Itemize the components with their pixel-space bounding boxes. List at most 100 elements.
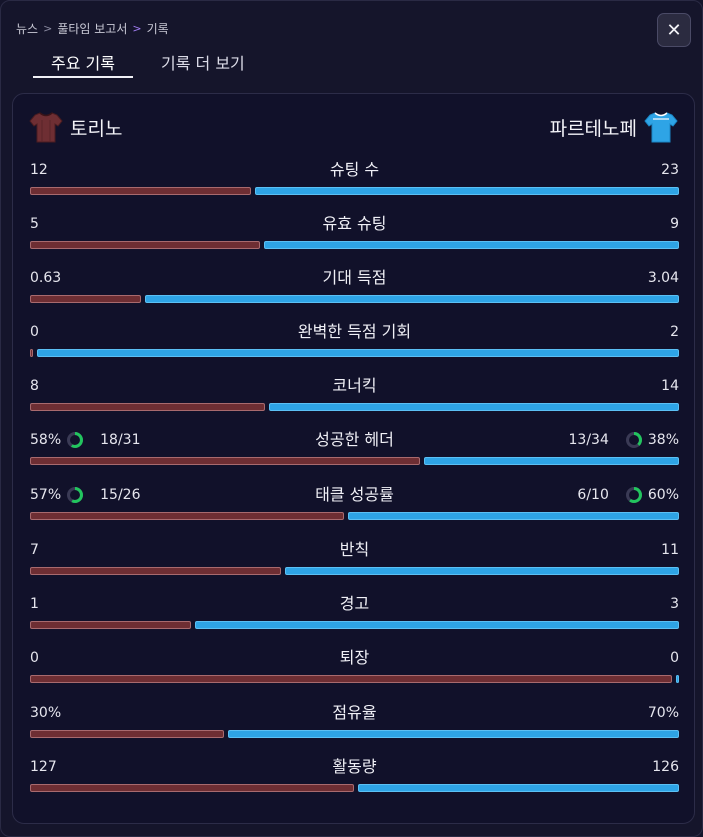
stat-row: 7 반칙 11 bbox=[30, 541, 679, 581]
stat-label: 태클 성공률 bbox=[315, 485, 394, 504]
home-bar bbox=[30, 295, 141, 303]
stat-label: 활동량 bbox=[332, 757, 377, 776]
away-count: 6/10 bbox=[577, 487, 609, 503]
away-bar bbox=[348, 512, 679, 520]
close-icon: ✕ bbox=[666, 19, 682, 41]
away-team: 파르테노페 bbox=[550, 110, 678, 144]
stat-label: 퇴장 bbox=[339, 648, 370, 667]
away-bar bbox=[145, 295, 679, 303]
home-bar bbox=[30, 457, 420, 465]
away-team-name[interactable]: 파르테노페 bbox=[549, 117, 637, 140]
stat-row: 8 코너킥 14 bbox=[30, 377, 679, 417]
away-bar bbox=[37, 349, 679, 357]
percent-ring-icon bbox=[625, 432, 642, 448]
breadcrumb-item-stats: 기록 bbox=[146, 22, 169, 36]
away-value: 14 bbox=[661, 378, 679, 394]
away-bar bbox=[676, 675, 679, 683]
home-value: 0.63 bbox=[30, 270, 62, 286]
away-value: 126 bbox=[652, 759, 679, 775]
home-bar bbox=[30, 784, 354, 792]
home-value: 8 bbox=[30, 378, 39, 394]
stat-label: 코너킥 bbox=[332, 376, 377, 395]
percent-ring-icon bbox=[67, 432, 84, 448]
home-bar bbox=[30, 512, 344, 520]
home-value: 5 bbox=[30, 216, 39, 232]
stat-row: 57% 15/26 태클 성공률 6/10 60% bbox=[30, 486, 679, 526]
away-value: 3 bbox=[670, 596, 679, 612]
stat-row: 58% 18/31 성공한 헤더 13/34 38% bbox=[30, 431, 679, 471]
stat-row: 0 퇴장 0 bbox=[30, 649, 679, 689]
home-team-name[interactable]: 토리노 bbox=[70, 117, 123, 140]
stat-label: 기대 득점 bbox=[322, 268, 387, 287]
chevron-right-icon: > bbox=[132, 22, 142, 35]
home-bar bbox=[30, 403, 265, 411]
away-value: 0 bbox=[670, 650, 679, 666]
home-count: 18/31 bbox=[100, 432, 141, 448]
stat-row: 5 유효 슈팅 9 bbox=[30, 215, 679, 255]
away-value: 23 bbox=[661, 162, 679, 178]
home-value: 0 bbox=[30, 650, 39, 666]
chevron-right-icon: > bbox=[43, 22, 53, 35]
breadcrumb: 뉴스 > 풀타임 보고서 > 기록 bbox=[16, 21, 169, 37]
home-value: 12 bbox=[30, 162, 48, 178]
stat-label: 반칙 bbox=[339, 540, 370, 559]
percent-ring-icon bbox=[67, 487, 84, 503]
stat-row: 12 슈팅 수 23 bbox=[30, 161, 679, 201]
stat-row: 0 완벽한 득점 기회 2 bbox=[30, 323, 679, 363]
home-count: 15/26 bbox=[100, 487, 141, 503]
stat-row: 0.63 기대 득점 3.04 bbox=[30, 269, 679, 309]
home-bar bbox=[30, 349, 33, 357]
tab-more-stats[interactable]: 기록 더 보기 bbox=[161, 54, 245, 73]
away-value: 9 bbox=[670, 216, 679, 232]
home-value: 0 bbox=[30, 324, 39, 340]
home-bar bbox=[30, 675, 672, 683]
away-jersey-icon bbox=[644, 112, 678, 143]
stat-label: 유효 슈팅 bbox=[322, 214, 387, 233]
away-value: 70% bbox=[647, 705, 679, 721]
away-value: 2 bbox=[670, 324, 679, 340]
stat-row: 30% 점유율 70% bbox=[30, 704, 679, 744]
stat-row: 127 활동량 126 bbox=[30, 758, 679, 798]
away-value: 11 bbox=[661, 542, 679, 558]
home-value: 30% bbox=[30, 705, 62, 721]
away-bar bbox=[228, 730, 679, 738]
tab-bar: 주요 기록 기록 더 보기 bbox=[33, 53, 245, 78]
away-value: 6/10 60% bbox=[577, 486, 679, 504]
stat-row: 1 경고 3 bbox=[30, 595, 679, 635]
tab-key-stats[interactable]: 주요 기록 bbox=[33, 53, 133, 78]
home-percent: 58% bbox=[30, 432, 62, 448]
percent-ring-icon bbox=[625, 487, 642, 503]
away-bar bbox=[255, 187, 679, 195]
home-bar bbox=[30, 567, 281, 575]
away-count: 13/34 bbox=[568, 432, 609, 448]
stats-panel: 토리노 파르테노페 12 슈팅 수 23 5 유효 슈팅 9 0.63 기대 득점 3.04 0 완… bbox=[12, 93, 695, 824]
home-bar bbox=[30, 241, 260, 249]
home-bar bbox=[30, 187, 251, 195]
home-value: 1 bbox=[30, 596, 39, 612]
away-bar bbox=[358, 784, 679, 792]
away-percent: 38% bbox=[647, 432, 679, 448]
stat-label: 슈팅 수 bbox=[329, 160, 380, 179]
away-value: 13/34 38% bbox=[569, 431, 679, 449]
away-value: 3.04 bbox=[647, 270, 679, 286]
home-bar bbox=[30, 730, 224, 738]
stat-label: 성공한 헤더 bbox=[315, 430, 394, 449]
breadcrumb-item-news[interactable]: 뉴스 bbox=[16, 22, 39, 36]
away-percent: 60% bbox=[647, 487, 679, 503]
home-value: 127 bbox=[30, 759, 57, 775]
breadcrumb-item-report[interactable]: 풀타임 보고서 bbox=[57, 22, 128, 36]
home-jersey-icon bbox=[29, 112, 63, 143]
home-value: 7 bbox=[30, 542, 39, 558]
home-team: 토리노 bbox=[29, 110, 122, 144]
home-value: 57% 15/26 bbox=[30, 486, 140, 504]
away-bar bbox=[424, 457, 679, 465]
stat-label: 완벽한 득점 기회 bbox=[297, 322, 412, 341]
away-bar bbox=[269, 403, 679, 411]
away-bar bbox=[195, 621, 679, 629]
home-bar bbox=[30, 621, 191, 629]
stat-label: 점유율 bbox=[332, 703, 377, 722]
close-button[interactable]: ✕ bbox=[657, 13, 691, 47]
stat-label: 경고 bbox=[339, 594, 370, 613]
home-percent: 57% bbox=[30, 487, 62, 503]
